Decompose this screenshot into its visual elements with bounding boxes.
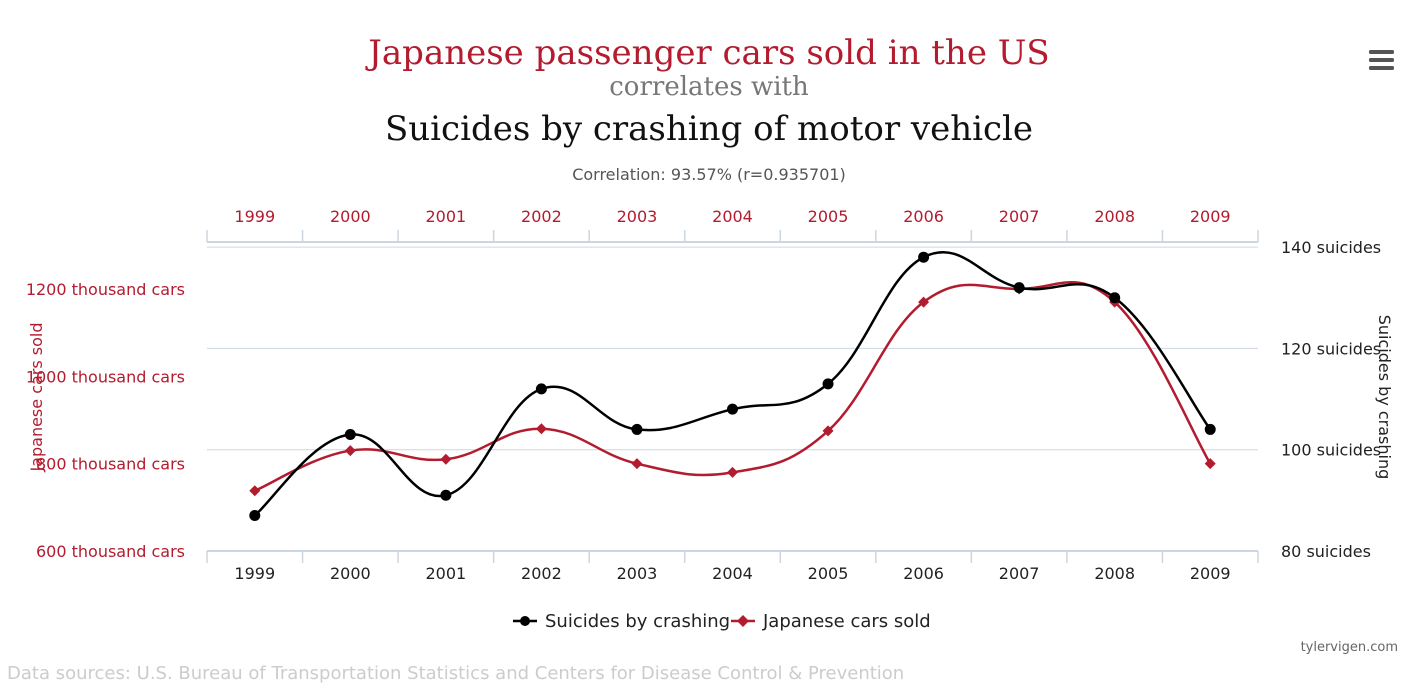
series [249,250,1216,522]
x-tick-label-top: 2004 [712,207,753,226]
data-point-cars[interactable] [918,296,930,308]
data-point-suicides[interactable] [918,251,930,263]
right-tick-label: 100 suicides [1281,441,1381,460]
x-tick-label-bottom: 2005 [808,564,849,583]
data-point-cars[interactable] [535,423,547,435]
data-point-suicides[interactable] [535,383,547,395]
legend-label-suicides: Suicides by crashing [545,611,730,632]
x-tick-label-top: 2002 [521,207,562,226]
x-tick-label-bottom: 2006 [903,564,944,583]
legend-label-cars: Japanese cars sold [762,611,931,632]
legend-item-cars[interactable]: Japanese cars sold [731,611,931,632]
data-point-suicides[interactable] [1204,423,1216,435]
right-tick-label: 120 suicides [1281,339,1381,358]
x-tick-label-bottom: 2001 [426,564,467,583]
x-tick-label-top: 2001 [426,207,467,226]
x-tick-label-top: 2005 [808,207,849,226]
series-line-cars [254,281,1212,492]
x-tick-label-top: 2006 [903,207,944,226]
data-point-suicides[interactable] [822,378,834,390]
right-tick-label: 80 suicides [1281,542,1371,561]
x-tick-label-bottom: 2009 [1190,564,1231,583]
hamburger-menu-icon [1369,50,1394,70]
x-tick-label-bottom: 1999 [234,564,275,583]
data-point-cars[interactable] [727,466,738,478]
x-tick-label-bottom: 2002 [521,564,562,583]
x-tick-label-top: 2008 [1094,207,1135,226]
x-tick-label-top: 2009 [1190,207,1231,226]
left-tick-label: 1200 thousand cars [26,280,185,299]
chart-connector: correlates with [609,72,809,102]
axes: 1999 1999 2000 2000 2001 2001 2002 2002 2003 2003… [26,207,1394,583]
data-point-cars[interactable] [631,458,643,470]
x-tick-label-top: 1999 [234,207,275,226]
data-point-cars[interactable] [440,453,452,465]
x-tick-label-bottom: 2004 [712,564,753,583]
data-point-suicides[interactable] [344,428,356,440]
data-point-suicides[interactable] [727,403,738,415]
x-tick-label-bottom: 2008 [1094,564,1135,583]
x-tick-label-top: 2000 [330,207,371,226]
right-tick-label: 140 suicides [1281,238,1381,257]
chart-subtitle: Suicides by crashing of motor vehicle [385,109,1033,149]
data-point-suicides[interactable] [1013,282,1025,294]
x-tick-label-top: 2007 [999,207,1040,226]
data-point-suicides[interactable] [631,423,643,435]
chart-title: Japanese passenger cars sold in the US [365,33,1049,73]
x-tick-label-bottom: 2007 [999,564,1040,583]
grid [207,246,1258,552]
legend: Suicides by crashing Japanese cars sold [513,611,931,632]
x-tick-label-bottom: 2000 [330,564,371,583]
correlation-text: Correlation: 93.57% (r=0.935701) [572,165,846,184]
data-point-cars[interactable] [249,485,261,497]
data-point-cars[interactable] [1204,458,1216,470]
data-point-cars[interactable] [822,425,834,437]
credit-link[interactable]: tylervigen.com [1301,640,1398,655]
data-point-suicides[interactable] [249,510,261,522]
left-axis-title: Japanese cars sold [27,322,46,472]
data-point-suicides[interactable] [1109,292,1121,304]
left-tick-label: 800 thousand cars [36,455,185,474]
x-tick-label-top: 2003 [617,207,658,226]
left-tick-label: 600 thousand cars [36,542,185,561]
legend-marker-suicides [520,616,530,626]
data-point-suicides[interactable] [440,489,452,501]
right-axis-title: Suicides by crashing [1375,315,1394,480]
menu-button[interactable] [1362,44,1400,78]
left-tick-label: 1000 thousand cars [26,367,185,386]
data-point-cars[interactable] [344,445,356,457]
data-sources: Data sources: U.S. Bureau of Transportat… [7,663,904,684]
x-tick-label-bottom: 2003 [617,564,658,583]
legend-marker-cars [737,615,749,627]
legend-item-suicides[interactable]: Suicides by crashing [513,611,730,632]
